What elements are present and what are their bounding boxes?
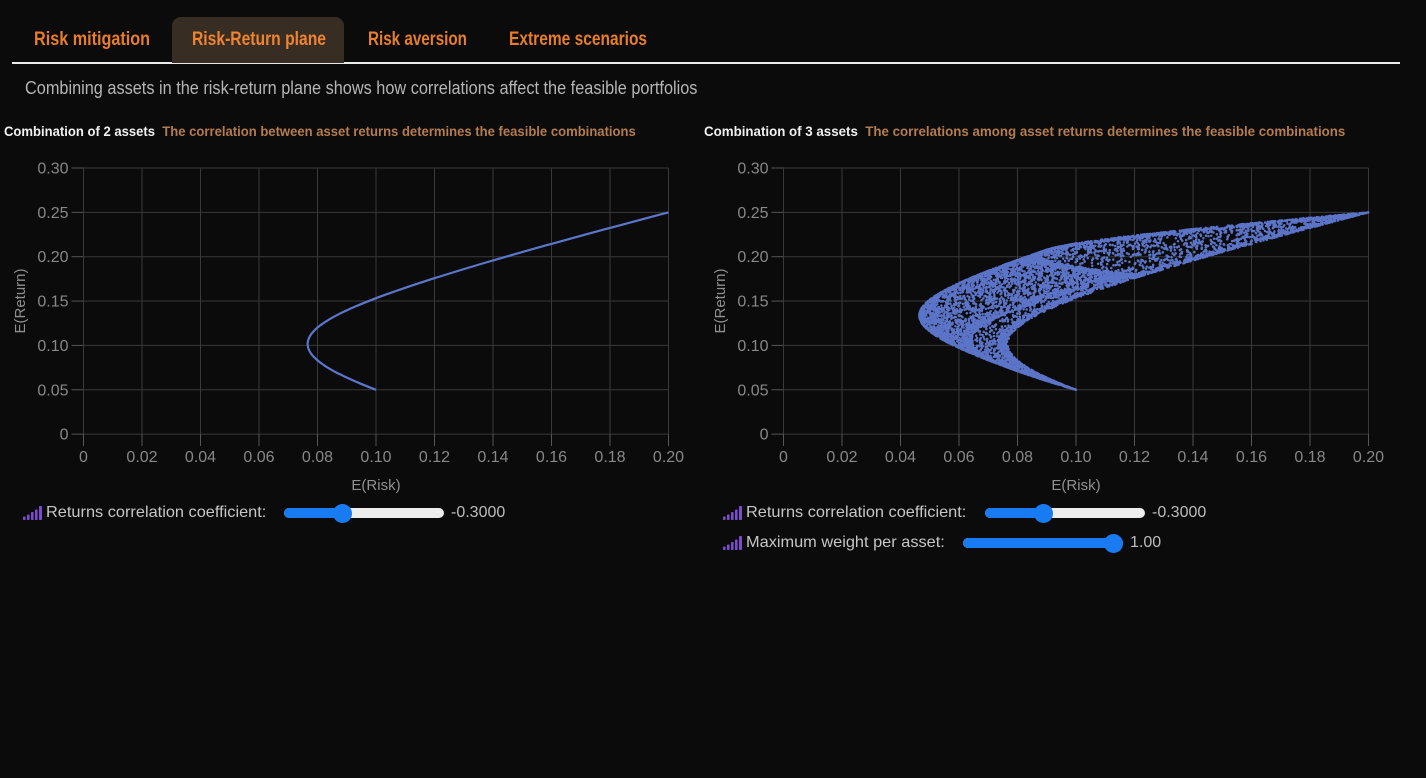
svg-text:0.20: 0.20: [37, 249, 68, 266]
svg-text:0.10: 0.10: [37, 338, 68, 355]
svg-text:0.25: 0.25: [737, 205, 768, 222]
svg-text:0.20: 0.20: [737, 249, 768, 266]
svg-text:0: 0: [779, 449, 788, 466]
svg-text:0.16: 0.16: [536, 449, 567, 466]
svg-text:0.05: 0.05: [37, 382, 68, 399]
svg-text:0: 0: [60, 427, 69, 444]
svg-text:0.10: 0.10: [737, 338, 768, 355]
svg-text:0: 0: [79, 449, 88, 466]
svg-text:0.10: 0.10: [1060, 449, 1091, 466]
svg-text:0.30: 0.30: [737, 161, 768, 178]
svg-text:0.05: 0.05: [737, 382, 768, 399]
svg-text:0: 0: [760, 427, 769, 444]
svg-text:0.02: 0.02: [126, 449, 157, 466]
svg-text:0.25: 0.25: [37, 205, 68, 222]
svg-text:0.04: 0.04: [185, 449, 216, 466]
svg-text:0.30: 0.30: [37, 161, 68, 178]
svg-text:0.06: 0.06: [943, 449, 974, 466]
svg-text:E(Risk): E(Risk): [351, 477, 400, 494]
svg-text:E(Return): E(Return): [712, 268, 729, 333]
svg-text:E(Return): E(Return): [12, 268, 29, 333]
svg-text:0.12: 0.12: [1119, 449, 1150, 466]
svg-text:0.02: 0.02: [826, 449, 857, 466]
svg-text:0.04: 0.04: [885, 449, 916, 466]
svg-text:0.10: 0.10: [360, 449, 391, 466]
svg-text:0.15: 0.15: [37, 294, 68, 311]
svg-text:0.12: 0.12: [419, 449, 450, 466]
svg-text:0.14: 0.14: [1177, 449, 1208, 466]
svg-text:0.08: 0.08: [302, 449, 333, 466]
svg-text:0.20: 0.20: [653, 449, 684, 466]
svg-text:0.16: 0.16: [1236, 449, 1267, 466]
svg-text:E(Risk): E(Risk): [1051, 477, 1100, 494]
svg-text:0.14: 0.14: [477, 449, 508, 466]
svg-text:0.06: 0.06: [243, 449, 274, 466]
svg-text:0.20: 0.20: [1353, 449, 1384, 466]
svg-text:0.18: 0.18: [594, 449, 625, 466]
svg-text:0.18: 0.18: [1294, 449, 1325, 466]
svg-text:0.15: 0.15: [737, 294, 768, 311]
svg-text:0.08: 0.08: [1002, 449, 1033, 466]
